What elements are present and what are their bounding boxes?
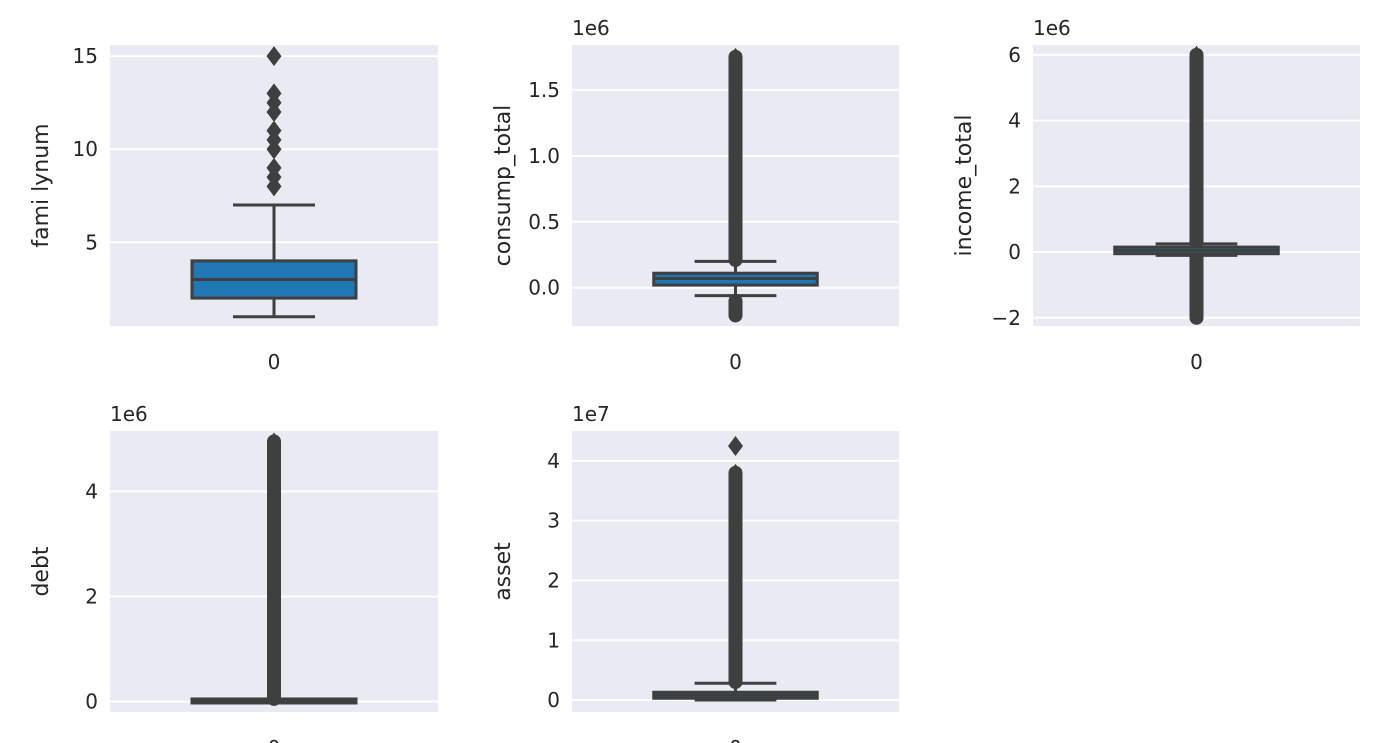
outlier-point (267, 432, 281, 451)
y-tick-label: 0 (85, 689, 98, 713)
y-tick-label: 1.5 (528, 78, 560, 102)
y-tick-label: 2 (85, 584, 98, 608)
y-tick-label: 4 (1008, 109, 1021, 133)
y-tick-label: 1 (547, 628, 560, 652)
y-tick-label: 0 (547, 688, 560, 712)
axis-offset-label: 1e7 (572, 402, 610, 426)
y-axis-label: asset (491, 542, 516, 601)
y-tick-label: −2 (992, 306, 1021, 330)
outlier-point (728, 463, 743, 482)
y-axis-label: debt (29, 546, 54, 596)
y-tick-label: 0.5 (528, 210, 560, 234)
y-tick-label: 0.0 (528, 276, 560, 300)
subplot-2: 0.0 0.5 1.0 1.5 0 consump_total 1e6 (491, 16, 899, 374)
outlier-point (266, 157, 282, 178)
y-axis-label: income_total (952, 115, 977, 257)
y-axis-label: fami lynum (29, 123, 54, 247)
y-tick-label: 4 (85, 479, 98, 503)
y-tick-label: 6 (1008, 43, 1021, 67)
y-tick-label: 2 (547, 568, 560, 592)
y-tick-label: 5 (85, 230, 98, 254)
subplot-3: −2 0 2 4 6 0 income_total 1e6 (952, 16, 1360, 374)
outlier-point (266, 83, 282, 104)
x-tick-label: 0 (268, 736, 281, 743)
y-tick-label: 2 (1008, 174, 1021, 198)
axis-offset-label: 1e6 (1033, 16, 1071, 40)
subplot-5: 0 1 2 3 4 0 asset 1e7 (491, 402, 899, 743)
x-tick-label: 0 (729, 736, 742, 743)
outlier-point (728, 435, 743, 456)
x-tick-label: 0 (729, 350, 742, 374)
outlier-point (1189, 45, 1204, 64)
y-axis-label: consump_total (491, 105, 516, 267)
y-tick-label: 3 (547, 509, 560, 533)
subplot-1: 5 10 15 0 fami lynum (29, 44, 438, 374)
x-tick-label: 0 (268, 350, 281, 374)
y-tick-label: 4 (547, 449, 560, 473)
outlier-point (266, 46, 282, 67)
axis-offset-label: 1e6 (110, 402, 148, 426)
y-tick-label: 0 (1008, 240, 1021, 264)
y-tick-label: 15 (73, 44, 98, 68)
x-tick-label: 0 (1190, 350, 1203, 374)
outlier-point (728, 47, 743, 66)
axis-offset-label: 1e6 (572, 16, 610, 40)
y-tick-label: 10 (73, 137, 98, 161)
outlier-point (266, 120, 282, 141)
subplot-4: 0 2 4 0 debt 1e6 (29, 402, 438, 743)
y-tick-label: 1.0 (528, 144, 560, 168)
